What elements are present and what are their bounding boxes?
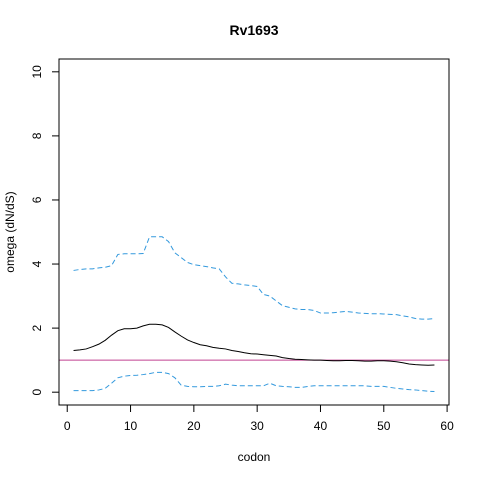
- y-tick-label: 0: [30, 389, 44, 396]
- x-tick-label: 0: [64, 419, 71, 433]
- series-line-upper: [73, 236, 435, 320]
- x-tick-label: 40: [314, 419, 328, 433]
- y-tick-label: 4: [30, 260, 44, 267]
- y-axis: 0 2 4 6 8 10: [30, 65, 60, 396]
- x-tick-label: 20: [187, 419, 201, 433]
- series-line-lower: [73, 371, 435, 393]
- y-tick-label: 8: [30, 132, 44, 139]
- x-axis: 0 10 20 30 40 50 60: [64, 404, 454, 433]
- plot-frame: [58, 58, 450, 406]
- y-tick-label: 10: [30, 65, 44, 79]
- y-axis-label: omega (dN/dS): [3, 191, 17, 272]
- plot-area: [59, 236, 449, 393]
- chart-title: Rv1693: [229, 22, 278, 38]
- x-tick-label: 30: [250, 419, 264, 433]
- x-tick-label: 50: [377, 419, 391, 433]
- x-tick-label: 60: [440, 419, 454, 433]
- y-tick-label: 6: [30, 196, 44, 203]
- y-tick-label: 2: [30, 324, 44, 331]
- x-tick-label: 10: [124, 419, 138, 433]
- x-axis-label: codon: [238, 450, 271, 464]
- series-line-estimate: [73, 323, 435, 366]
